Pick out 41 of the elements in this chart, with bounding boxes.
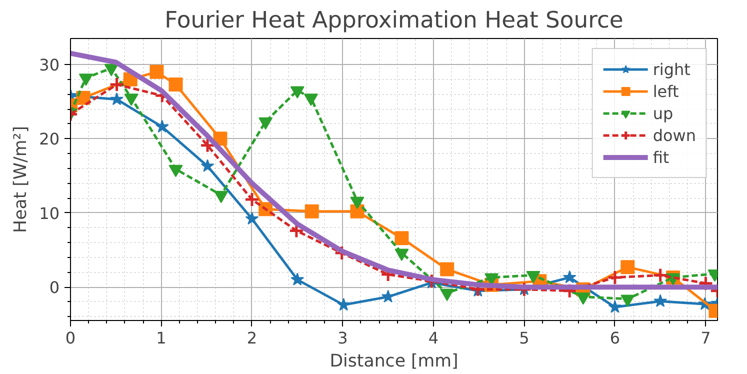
point xyxy=(110,92,124,106)
y-tick-label: 10 xyxy=(39,204,60,223)
point xyxy=(200,138,216,154)
y-tick-label: 0 xyxy=(49,278,60,298)
point xyxy=(381,290,395,303)
point xyxy=(244,192,260,208)
x-tick-label: 0 xyxy=(65,328,76,348)
point xyxy=(336,298,350,311)
point xyxy=(150,64,164,79)
legend-label: fit xyxy=(652,148,670,166)
legend-label: down xyxy=(652,126,696,144)
point xyxy=(562,270,576,284)
point xyxy=(304,204,319,218)
point xyxy=(654,294,668,307)
y-tick-label: 20 xyxy=(39,130,60,149)
point xyxy=(290,272,304,286)
legend-label: right xyxy=(652,60,690,78)
x-tick-label: 6 xyxy=(610,328,620,348)
point xyxy=(608,300,622,313)
point xyxy=(394,231,409,246)
point xyxy=(652,267,668,283)
y-tick-label: 30 xyxy=(39,55,60,74)
point xyxy=(109,76,125,92)
point xyxy=(245,212,259,225)
x-tick-label: 2 xyxy=(246,328,258,348)
x-tick-label: 3 xyxy=(338,328,348,348)
point xyxy=(607,270,623,286)
y-axis-title: Heat [W/m²] xyxy=(11,126,32,233)
point xyxy=(168,78,183,92)
x-axis-title: Distance [mm] xyxy=(330,352,458,372)
x-tick-label: 7 xyxy=(700,328,711,348)
point xyxy=(440,262,454,276)
x-tick-label: 1 xyxy=(156,328,166,348)
point xyxy=(620,260,635,274)
chart-title: Fourier Heat Approximation Heat Source xyxy=(164,8,624,34)
legend-label: left xyxy=(652,82,679,100)
point xyxy=(155,120,169,133)
x-tick-label: 5 xyxy=(519,328,530,348)
legend-label: up xyxy=(652,104,674,122)
x-tick-label: 4 xyxy=(428,328,439,348)
point xyxy=(200,159,214,172)
